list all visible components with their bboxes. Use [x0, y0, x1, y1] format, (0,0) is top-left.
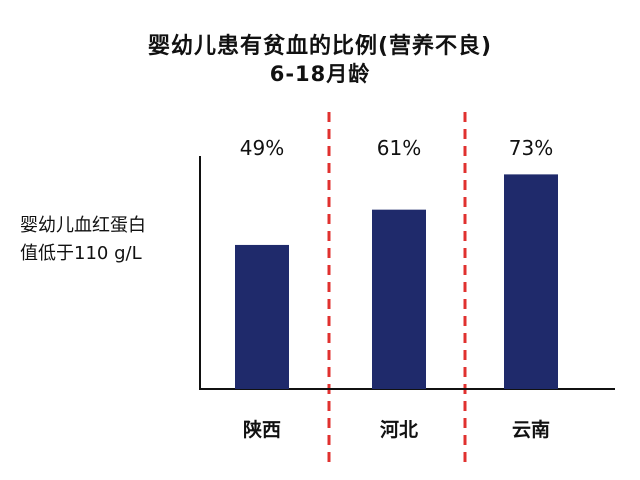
- category-label-1: 陕西: [243, 418, 281, 441]
- data-label-1: 49%: [240, 136, 284, 160]
- category-label-3: 云南: [512, 419, 550, 441]
- y-axis-label-line-1: 婴幼儿血红蛋白: [20, 215, 146, 236]
- y-axis-label-line-2: 值低于110 g/L: [20, 243, 142, 264]
- chart-subtitle: 6-18月龄: [269, 62, 371, 86]
- category-label-2: 河北: [380, 419, 418, 441]
- chart-title: 婴幼儿患有贫血的比例(营养不良): [147, 34, 493, 59]
- bar-河北: [372, 209, 426, 389]
- bar-云南: [504, 174, 558, 389]
- bar-陕西: [235, 244, 289, 389]
- data-label-2: 61%: [377, 136, 421, 160]
- data-label-3: 73%: [509, 136, 553, 160]
